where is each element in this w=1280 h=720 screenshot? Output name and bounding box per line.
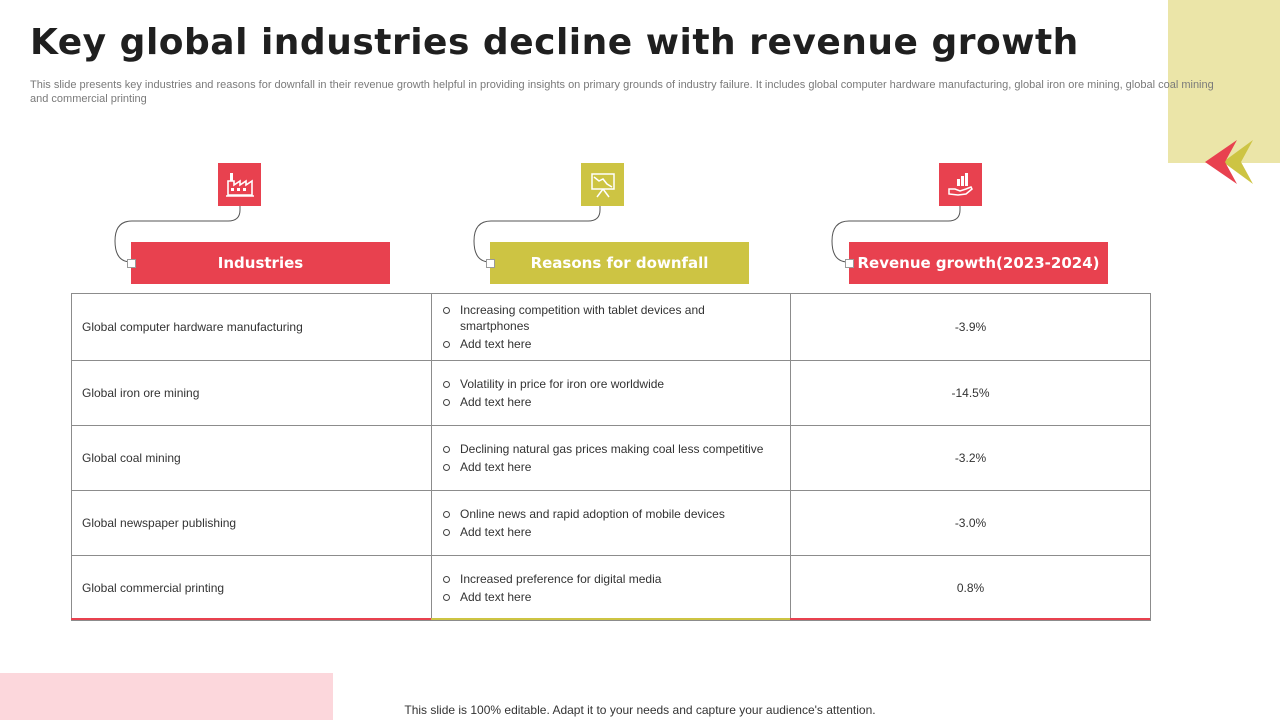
factory-icon xyxy=(218,163,261,206)
table-row: Global commercial printing Increased pre… xyxy=(71,555,1151,621)
column-underline xyxy=(790,618,1150,620)
footer-note: This slide is 100% editable. Adapt it to… xyxy=(404,703,876,717)
revenue-growth-cell: -14.5% xyxy=(790,360,1151,426)
column-header-reasons: Reasons for downfall xyxy=(490,242,749,284)
table-row: Global computer hardware manufacturing I… xyxy=(71,293,1151,361)
decorative-corner-block xyxy=(1168,0,1280,163)
revenue-growth-cell: -3.2% xyxy=(790,425,1151,491)
column-underline xyxy=(71,618,431,620)
reason-bullet: Add text here xyxy=(442,589,776,605)
connector-dot xyxy=(127,259,136,268)
industries-table: Global computer hardware manufacturing I… xyxy=(71,293,1151,621)
reason-bullet: Online news and rapid adoption of mobile… xyxy=(442,506,776,522)
connector-line xyxy=(831,206,961,263)
revenue-growth-cell: -3.9% xyxy=(790,293,1151,361)
connector-line xyxy=(114,206,241,263)
connector-dot xyxy=(486,259,495,268)
revenue-growth-cell: 0.8% xyxy=(790,555,1151,621)
column-header-industries: Industries xyxy=(131,242,390,284)
reason-bullet: Increased preference for digital media xyxy=(442,571,776,587)
reasons-cell: Increasing competition with tablet devic… xyxy=(431,293,791,361)
page-subtitle: This slide presents key industries and r… xyxy=(30,79,1214,105)
reasons-cell: Declining natural gas prices making coal… xyxy=(431,425,791,491)
table-row: Global coal mining Declining natural gas… xyxy=(71,425,1151,491)
table-row: Global newspaper publishing Online news … xyxy=(71,490,1151,556)
revenue-growth-cell: -3.0% xyxy=(790,490,1151,556)
industry-cell: Global commercial printing xyxy=(71,555,432,621)
reason-bullet: Add text here xyxy=(442,459,776,475)
column-underline xyxy=(431,618,790,620)
industry-cell: Global computer hardware manufacturing xyxy=(71,293,432,361)
industry-cell: Global coal mining xyxy=(71,425,432,491)
reasons-cell: Increased preference for digital media A… xyxy=(431,555,791,621)
reason-bullet: Add text here xyxy=(442,336,776,352)
connector-dot xyxy=(845,259,854,268)
reason-bullet: Declining natural gas prices making coal… xyxy=(442,441,776,457)
decorative-bottom-block xyxy=(0,673,333,720)
declining-chart-icon xyxy=(581,163,624,206)
reason-bullet: Volatility in price for iron ore worldwi… xyxy=(442,376,776,392)
industry-cell: Global newspaper publishing xyxy=(71,490,432,556)
table-row: Global iron ore mining Volatility in pri… xyxy=(71,360,1151,426)
double-arrow-left-icon xyxy=(1205,140,1253,184)
reason-bullet: Add text here xyxy=(442,394,776,410)
reason-bullet: Add text here xyxy=(442,524,776,540)
column-header-revenue-growth: Revenue growth(2023-2024) xyxy=(849,242,1108,284)
page-title: Key global industries decline with reven… xyxy=(30,22,1079,63)
reasons-cell: Online news and rapid adoption of mobile… xyxy=(431,490,791,556)
reasons-cell: Volatility in price for iron ore worldwi… xyxy=(431,360,791,426)
reason-bullet: Increasing competition with tablet devic… xyxy=(442,302,776,334)
connector-line xyxy=(473,206,601,263)
hand-growth-icon xyxy=(939,163,982,206)
industry-cell: Global iron ore mining xyxy=(71,360,432,426)
